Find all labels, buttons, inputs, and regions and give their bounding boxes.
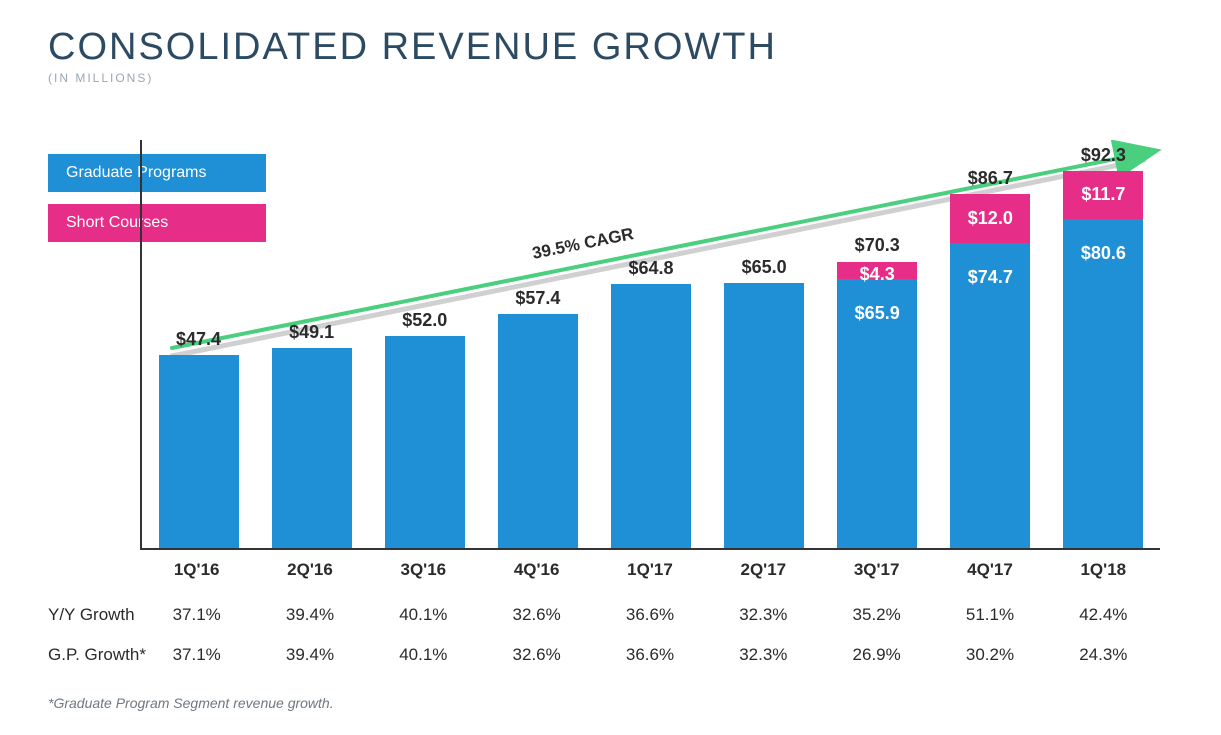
chart-columns: $47.4$49.1$52.0$57.4$64.8$65.0$65.9$4.3$… — [142, 140, 1160, 548]
chart-column: $64.8 — [594, 140, 707, 548]
cell-gp-growth: 39.4% — [253, 645, 366, 665]
bar-segment-short: $4.3 — [837, 262, 917, 280]
x-axis-label: 1Q'18 — [1047, 560, 1160, 580]
cell-yy-growth: 39.4% — [253, 605, 366, 625]
cell-yy-growth: 32.6% — [480, 605, 593, 625]
row-label-yy: Y/Y Growth — [48, 605, 135, 625]
bar-segment-graduate — [498, 314, 578, 548]
bar-stack: $74.7 $12.0 — [950, 194, 1030, 548]
chart-column: $52.0 — [368, 140, 481, 548]
bar-stack — [724, 283, 804, 548]
bar-segment-short: $11.7 — [1063, 171, 1143, 219]
chart-column: $65.9 $4.3 $70.3 — [821, 140, 934, 548]
bar-value-total: $92.3 — [1081, 145, 1126, 166]
cell-gp-growth: 24.3% — [1047, 645, 1160, 665]
bar-value-total: $70.3 — [855, 235, 900, 256]
x-axis-label: 4Q'16 — [480, 560, 593, 580]
row-label-gp: G.P. Growth* — [48, 645, 146, 665]
cell-gp-growth: 36.6% — [593, 645, 706, 665]
bar-stack — [272, 348, 352, 548]
slide: CONSOLIDATED REVENUE GROWTH (IN MILLIONS… — [0, 0, 1221, 735]
chart-column: $57.4 — [481, 140, 594, 548]
x-axis-label: 2Q'16 — [253, 560, 366, 580]
x-axis-labels: 1Q'162Q'163Q'164Q'161Q'172Q'173Q'174Q'17… — [140, 560, 1160, 580]
bar-segment-graduate — [611, 284, 691, 548]
bar-value-graduate: $65.9 — [837, 303, 917, 324]
chart-column: $65.0 — [708, 140, 821, 548]
bar-value-graduate: $74.7 — [950, 267, 1030, 288]
bar-value-total: $65.0 — [742, 257, 787, 278]
x-axis-label: 3Q'16 — [367, 560, 480, 580]
x-axis-label: 1Q'16 — [140, 560, 253, 580]
bar-segment-graduate — [724, 283, 804, 548]
cell-yy-growth: 35.2% — [820, 605, 933, 625]
cell-yy-growth: 32.3% — [707, 605, 820, 625]
bar-segment-short: $12.0 — [950, 194, 1030, 243]
bar-value-total: $57.4 — [515, 288, 560, 309]
bar-segment-graduate — [159, 355, 239, 548]
chart-column: $49.1 — [255, 140, 368, 548]
chart-column: $80.6 $11.7 $92.3 — [1047, 140, 1160, 548]
page-subtitle: (IN MILLIONS) — [48, 71, 1173, 85]
bar-stack — [611, 284, 691, 548]
bar-stack — [385, 336, 465, 548]
x-axis-label: 1Q'17 — [593, 560, 706, 580]
cell-yy-growth: 37.1% — [140, 605, 253, 625]
bar-value-graduate: $80.6 — [1063, 243, 1143, 264]
bar-stack: $65.9 $4.3 — [837, 262, 917, 548]
bar-value-total: $49.1 — [289, 322, 334, 343]
row-values-yy: 37.1%39.4%40.1%32.6%36.6%32.3%35.2%51.1%… — [140, 605, 1160, 625]
page-title: CONSOLIDATED REVENUE GROWTH — [48, 26, 1173, 69]
bar-value-short: $11.7 — [1063, 184, 1143, 205]
revenue-chart: 39.5% CAGR $47.4$49.1$52.0$57.4$64.8$65.… — [140, 140, 1160, 550]
x-axis-label: 2Q'17 — [707, 560, 820, 580]
row-values-gp: 37.1%39.4%40.1%32.6%36.6%32.3%26.9%30.2%… — [140, 645, 1160, 665]
cell-gp-growth: 26.9% — [820, 645, 933, 665]
x-axis-label: 3Q'17 — [820, 560, 933, 580]
cell-yy-growth: 36.6% — [593, 605, 706, 625]
bar-value-short: $4.3 — [837, 264, 917, 285]
bar-value-total: $86.7 — [968, 168, 1013, 189]
bar-stack: $80.6 $11.7 — [1063, 171, 1143, 548]
bar-segment-graduate — [272, 348, 352, 548]
bar-stack — [159, 355, 239, 548]
bar-segment-graduate — [385, 336, 465, 548]
bar-segment-graduate: $74.7 — [950, 243, 1030, 548]
bar-segment-graduate: $80.6 — [1063, 219, 1143, 548]
cell-yy-growth: 42.4% — [1047, 605, 1160, 625]
bar-stack — [498, 314, 578, 548]
cell-yy-growth: 51.1% — [933, 605, 1046, 625]
cell-yy-growth: 40.1% — [367, 605, 480, 625]
plot-area: 39.5% CAGR $47.4$49.1$52.0$57.4$64.8$65.… — [140, 140, 1160, 550]
cell-gp-growth: 32.3% — [707, 645, 820, 665]
cell-gp-growth: 32.6% — [480, 645, 593, 665]
bar-value-total: $47.4 — [176, 329, 221, 350]
bar-segment-graduate: $65.9 — [837, 279, 917, 548]
cell-gp-growth: 30.2% — [933, 645, 1046, 665]
bar-value-short: $12.0 — [950, 208, 1030, 229]
bar-value-total: $64.8 — [628, 258, 673, 279]
chart-column: $47.4 — [142, 140, 255, 548]
cell-gp-growth: 37.1% — [140, 645, 253, 665]
chart-column: $74.7 $12.0 $86.7 — [934, 140, 1047, 548]
x-axis-label: 4Q'17 — [933, 560, 1046, 580]
footnote: *Graduate Program Segment revenue growth… — [48, 695, 334, 711]
cell-gp-growth: 40.1% — [367, 645, 480, 665]
bar-value-total: $52.0 — [402, 310, 447, 331]
